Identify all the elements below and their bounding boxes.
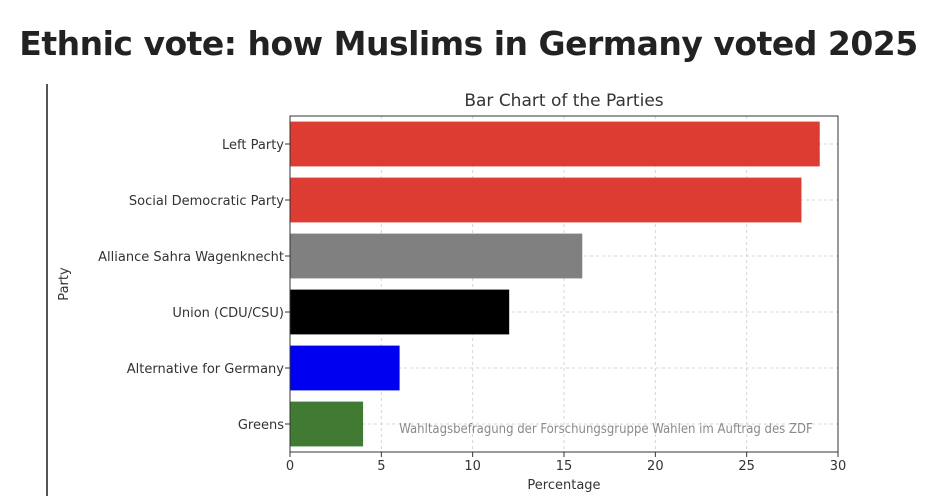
x-tick-label: 0: [286, 459, 294, 474]
x-tick-label: 20: [647, 459, 664, 474]
x-tick-label: 30: [830, 459, 847, 474]
bars: [290, 121, 820, 447]
bar: [290, 401, 364, 447]
category-label: Alliance Sahra Wagenknecht: [98, 250, 284, 265]
bar: [290, 233, 583, 279]
x-axis-label: Percentage: [527, 478, 600, 493]
y-axis-label: Party: [57, 267, 72, 301]
category-label: Social Democratic Party: [129, 194, 284, 209]
bar: [290, 177, 802, 223]
x-tick-label: 15: [556, 459, 573, 474]
bar: [290, 345, 400, 391]
category-label: Left Party: [222, 138, 284, 153]
category-label: Greens: [238, 418, 284, 433]
x-tick-label: 10: [464, 459, 481, 474]
x-tick-label: 25: [738, 459, 755, 474]
left-divider-line: [46, 84, 48, 496]
category-label: Union (CDU/CSU): [172, 306, 284, 321]
category-labels: Left Party Social Democratic Party Allianc…: [98, 138, 290, 433]
x-tick-label: 5: [377, 459, 385, 474]
headline: Ethnic vote: how Muslims in Germany vote…: [19, 24, 918, 63]
category-label: Alternative for Germany: [127, 362, 285, 377]
bar: [290, 121, 820, 167]
source-note: Wahltagsbefragung der Forschungsgruppe W…: [399, 422, 813, 437]
x-tick-labels: 0 5 10 15 20 25 30: [286, 452, 846, 474]
chart-title: Bar Chart of the Parties: [464, 91, 663, 111]
bar: [290, 289, 510, 335]
